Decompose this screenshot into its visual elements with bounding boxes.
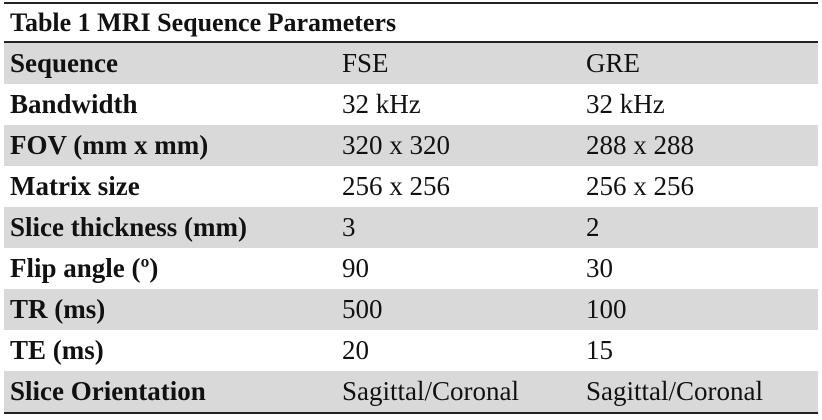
cell: Sagittal/Coronal: [336, 371, 580, 413]
table-row: Flip angle (º) 90 30: [4, 248, 818, 289]
table-row: Matrix size 256 x 256 256 x 256: [4, 166, 818, 207]
table-row: Sequence FSE GRE: [4, 43, 818, 84]
cell: 500: [336, 289, 580, 330]
row-label: TR (ms): [4, 289, 336, 330]
cell: Sagittal/Coronal: [580, 371, 818, 413]
table: Sequence FSE GRE Bandwidth 32 kHz 32 kHz FOV (…: [4, 43, 818, 414]
cell: 288 x 288: [580, 125, 818, 166]
row-label: Slice thickness (mm): [4, 207, 336, 248]
table-title: Table 1 MRI Sequence Parameters: [4, 2, 818, 43]
row-label: FOV (mm x mm): [4, 125, 336, 166]
cell: 100: [580, 289, 818, 330]
cell: 3: [336, 207, 580, 248]
row-label: Flip angle (º): [10, 253, 159, 283]
cell: GRE: [580, 43, 818, 84]
cell: 320 x 320: [336, 125, 580, 166]
cell: 32 kHz: [342, 89, 421, 119]
table-row: FOV (mm x mm) 320 x 320 288 x 288: [4, 125, 818, 166]
table-row: TE (ms) 20 15: [4, 330, 818, 371]
row-label: Sequence: [4, 43, 336, 84]
row-label: Matrix size: [10, 171, 140, 201]
cell: 32 kHz: [586, 89, 665, 119]
table-row: Slice thickness (mm) 3 2: [4, 207, 818, 248]
table-row: TR (ms) 500 100: [4, 289, 818, 330]
row-label: TE (ms): [10, 335, 104, 365]
cell: 2: [580, 207, 818, 248]
cell: 90: [342, 253, 369, 283]
row-label: Slice Orientation: [4, 371, 336, 413]
row-label: Bandwidth: [10, 89, 138, 119]
cell: 256 x 256: [586, 171, 694, 201]
cell: 15: [586, 335, 613, 365]
cell: 256 x 256: [342, 171, 450, 201]
cell: 30: [586, 253, 613, 283]
table-row: Slice Orientation Sagittal/Coronal Sagitta…: [4, 371, 818, 413]
table-row: Bandwidth 32 kHz 32 kHz: [4, 84, 818, 125]
cell: 20: [342, 335, 369, 365]
cell: FSE: [336, 43, 580, 84]
